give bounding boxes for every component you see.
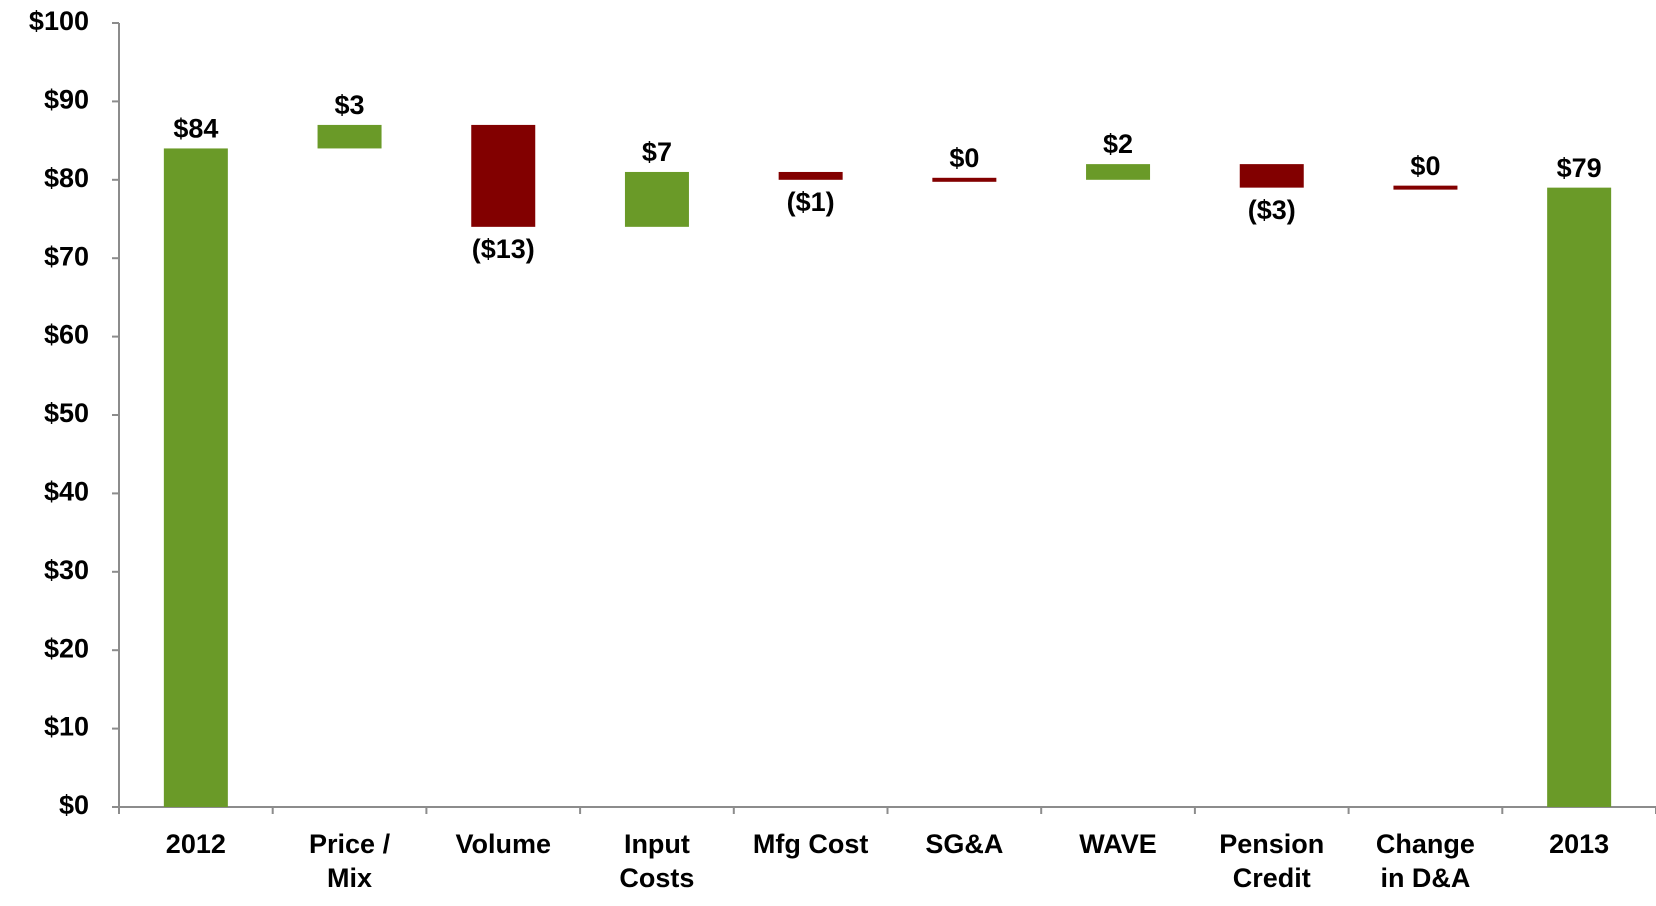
x-tick-label: Volume bbox=[455, 829, 551, 859]
value-label: $84 bbox=[173, 114, 218, 144]
value-label: $0 bbox=[1410, 151, 1440, 181]
y-tick-label: $0 bbox=[59, 790, 89, 820]
bar bbox=[1086, 164, 1151, 180]
bar bbox=[778, 171, 843, 180]
value-label: ($1) bbox=[787, 187, 835, 217]
value-label: $3 bbox=[335, 90, 365, 120]
value-label: $2 bbox=[1103, 129, 1133, 159]
x-tick-label: Input Costs bbox=[619, 829, 695, 893]
y-tick-label: $80 bbox=[44, 163, 89, 193]
y-tick-label: $50 bbox=[44, 398, 89, 428]
x-tick-label: Price / Mix bbox=[309, 829, 391, 893]
x-tick-label: WAVE bbox=[1079, 829, 1157, 859]
bar bbox=[1393, 185, 1458, 190]
bar bbox=[1547, 187, 1612, 807]
y-tick-label: $10 bbox=[44, 712, 89, 742]
y-tick-label: $70 bbox=[44, 241, 89, 271]
value-label: ($13) bbox=[472, 234, 535, 264]
y-tick-label: $20 bbox=[44, 633, 89, 663]
value-label: $0 bbox=[949, 143, 979, 173]
x-tick-label: Change in D&A bbox=[1375, 829, 1475, 893]
x-tick-label: 2013 bbox=[1549, 829, 1610, 859]
bar bbox=[1239, 164, 1304, 188]
x-tick-label: SG&A bbox=[925, 829, 1004, 859]
x-tick-label: 2012 bbox=[165, 829, 226, 859]
y-tick-label: $60 bbox=[44, 320, 89, 350]
value-label: $7 bbox=[642, 137, 672, 167]
value-label: ($3) bbox=[1248, 195, 1296, 225]
y-tick-label: $100 bbox=[29, 6, 89, 36]
bar bbox=[932, 177, 997, 182]
bar bbox=[163, 148, 228, 807]
x-tick-label: Pension Credit bbox=[1219, 829, 1325, 893]
x-tick-label: Mfg Cost bbox=[752, 829, 869, 859]
bar bbox=[624, 171, 689, 227]
bar bbox=[471, 124, 536, 227]
y-tick-label: $40 bbox=[44, 477, 89, 507]
bar bbox=[317, 124, 382, 149]
y-tick-label: $30 bbox=[44, 555, 89, 585]
value-label: $79 bbox=[1557, 153, 1602, 183]
y-tick-label: $90 bbox=[44, 85, 89, 115]
